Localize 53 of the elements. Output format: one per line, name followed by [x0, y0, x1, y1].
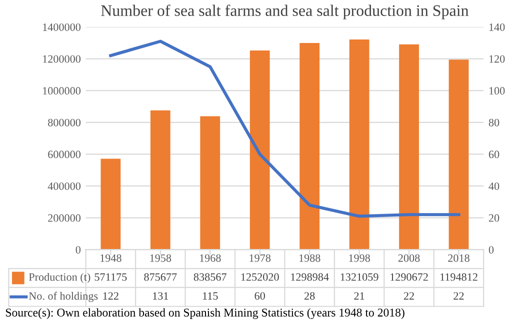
x-tick-label: 1988 — [299, 254, 320, 262]
y2-tick-label: 60 — [488, 150, 500, 158]
y2-tick-label: 40 — [488, 182, 500, 190]
y-tick-label: 800000 — [48, 118, 81, 126]
x-tick-label: 1968 — [200, 254, 221, 262]
y2-tick-label: 20 — [488, 214, 500, 222]
y-tick-label: 1400000 — [43, 23, 81, 31]
bar — [200, 116, 220, 250]
data-label: 122 — [103, 292, 118, 300]
data-label: 131 — [153, 292, 168, 300]
legend-label: Production (t) — [28, 272, 90, 284]
x-tick-label: 1958 — [150, 254, 172, 262]
y2-tick-label: 100 — [489, 87, 505, 95]
y-tick-label: 1200000 — [43, 55, 81, 63]
y-tick-label: 600000 — [48, 150, 81, 158]
data-label: 1290672 — [390, 273, 428, 281]
data-label: 1194812 — [440, 273, 478, 281]
bar — [349, 40, 370, 250]
data-label: 875677 — [144, 273, 177, 281]
y-tick-label: 1000000 — [43, 87, 81, 95]
bar — [399, 44, 419, 250]
data-label: 1298984 — [291, 273, 329, 281]
data-label: 571175 — [94, 273, 127, 281]
y2-tick-label: 0 — [488, 246, 494, 254]
y2-tick-label: 80 — [488, 118, 500, 126]
x-tick-label: 2018 — [448, 254, 470, 262]
chart-title: Number of sea salt farms and sea salt production in Spain — [101, 4, 469, 20]
line-series — [109, 40, 460, 218]
y-tick-label: 0 — [76, 246, 81, 254]
x-tick-label: 1948 — [100, 254, 122, 262]
y2-tick-label: 140 — [489, 23, 505, 31]
data-label: 60 — [254, 292, 265, 300]
x-tick-label: 1998 — [349, 254, 370, 262]
y-tick-label: 200000 — [48, 214, 81, 222]
bar — [300, 43, 320, 250]
data-label: 1252020 — [241, 273, 279, 281]
data-label: 22 — [454, 292, 464, 300]
data-label: 22 — [404, 292, 414, 300]
x-tick-label: 2008 — [398, 254, 420, 262]
bar — [100, 158, 121, 250]
x-tick-label: 1978 — [250, 254, 271, 262]
bar — [448, 60, 469, 250]
y-tick-label: 400000 — [48, 182, 81, 190]
source-note: Source(s): Own elaboration based on Spanish Mining Statistics (years 1948 to 2018) — [6, 308, 404, 319]
data-label: 838567 — [194, 273, 226, 281]
bar — [250, 50, 270, 250]
data-label: 115 — [202, 292, 218, 300]
data-label: 1321059 — [340, 273, 378, 281]
legend-label: No. of holdings — [28, 292, 98, 302]
data-label: 21 — [354, 292, 364, 300]
bar — [150, 110, 170, 250]
y2-tick-label: 120 — [489, 55, 505, 63]
data-label: 28 — [304, 292, 315, 300]
